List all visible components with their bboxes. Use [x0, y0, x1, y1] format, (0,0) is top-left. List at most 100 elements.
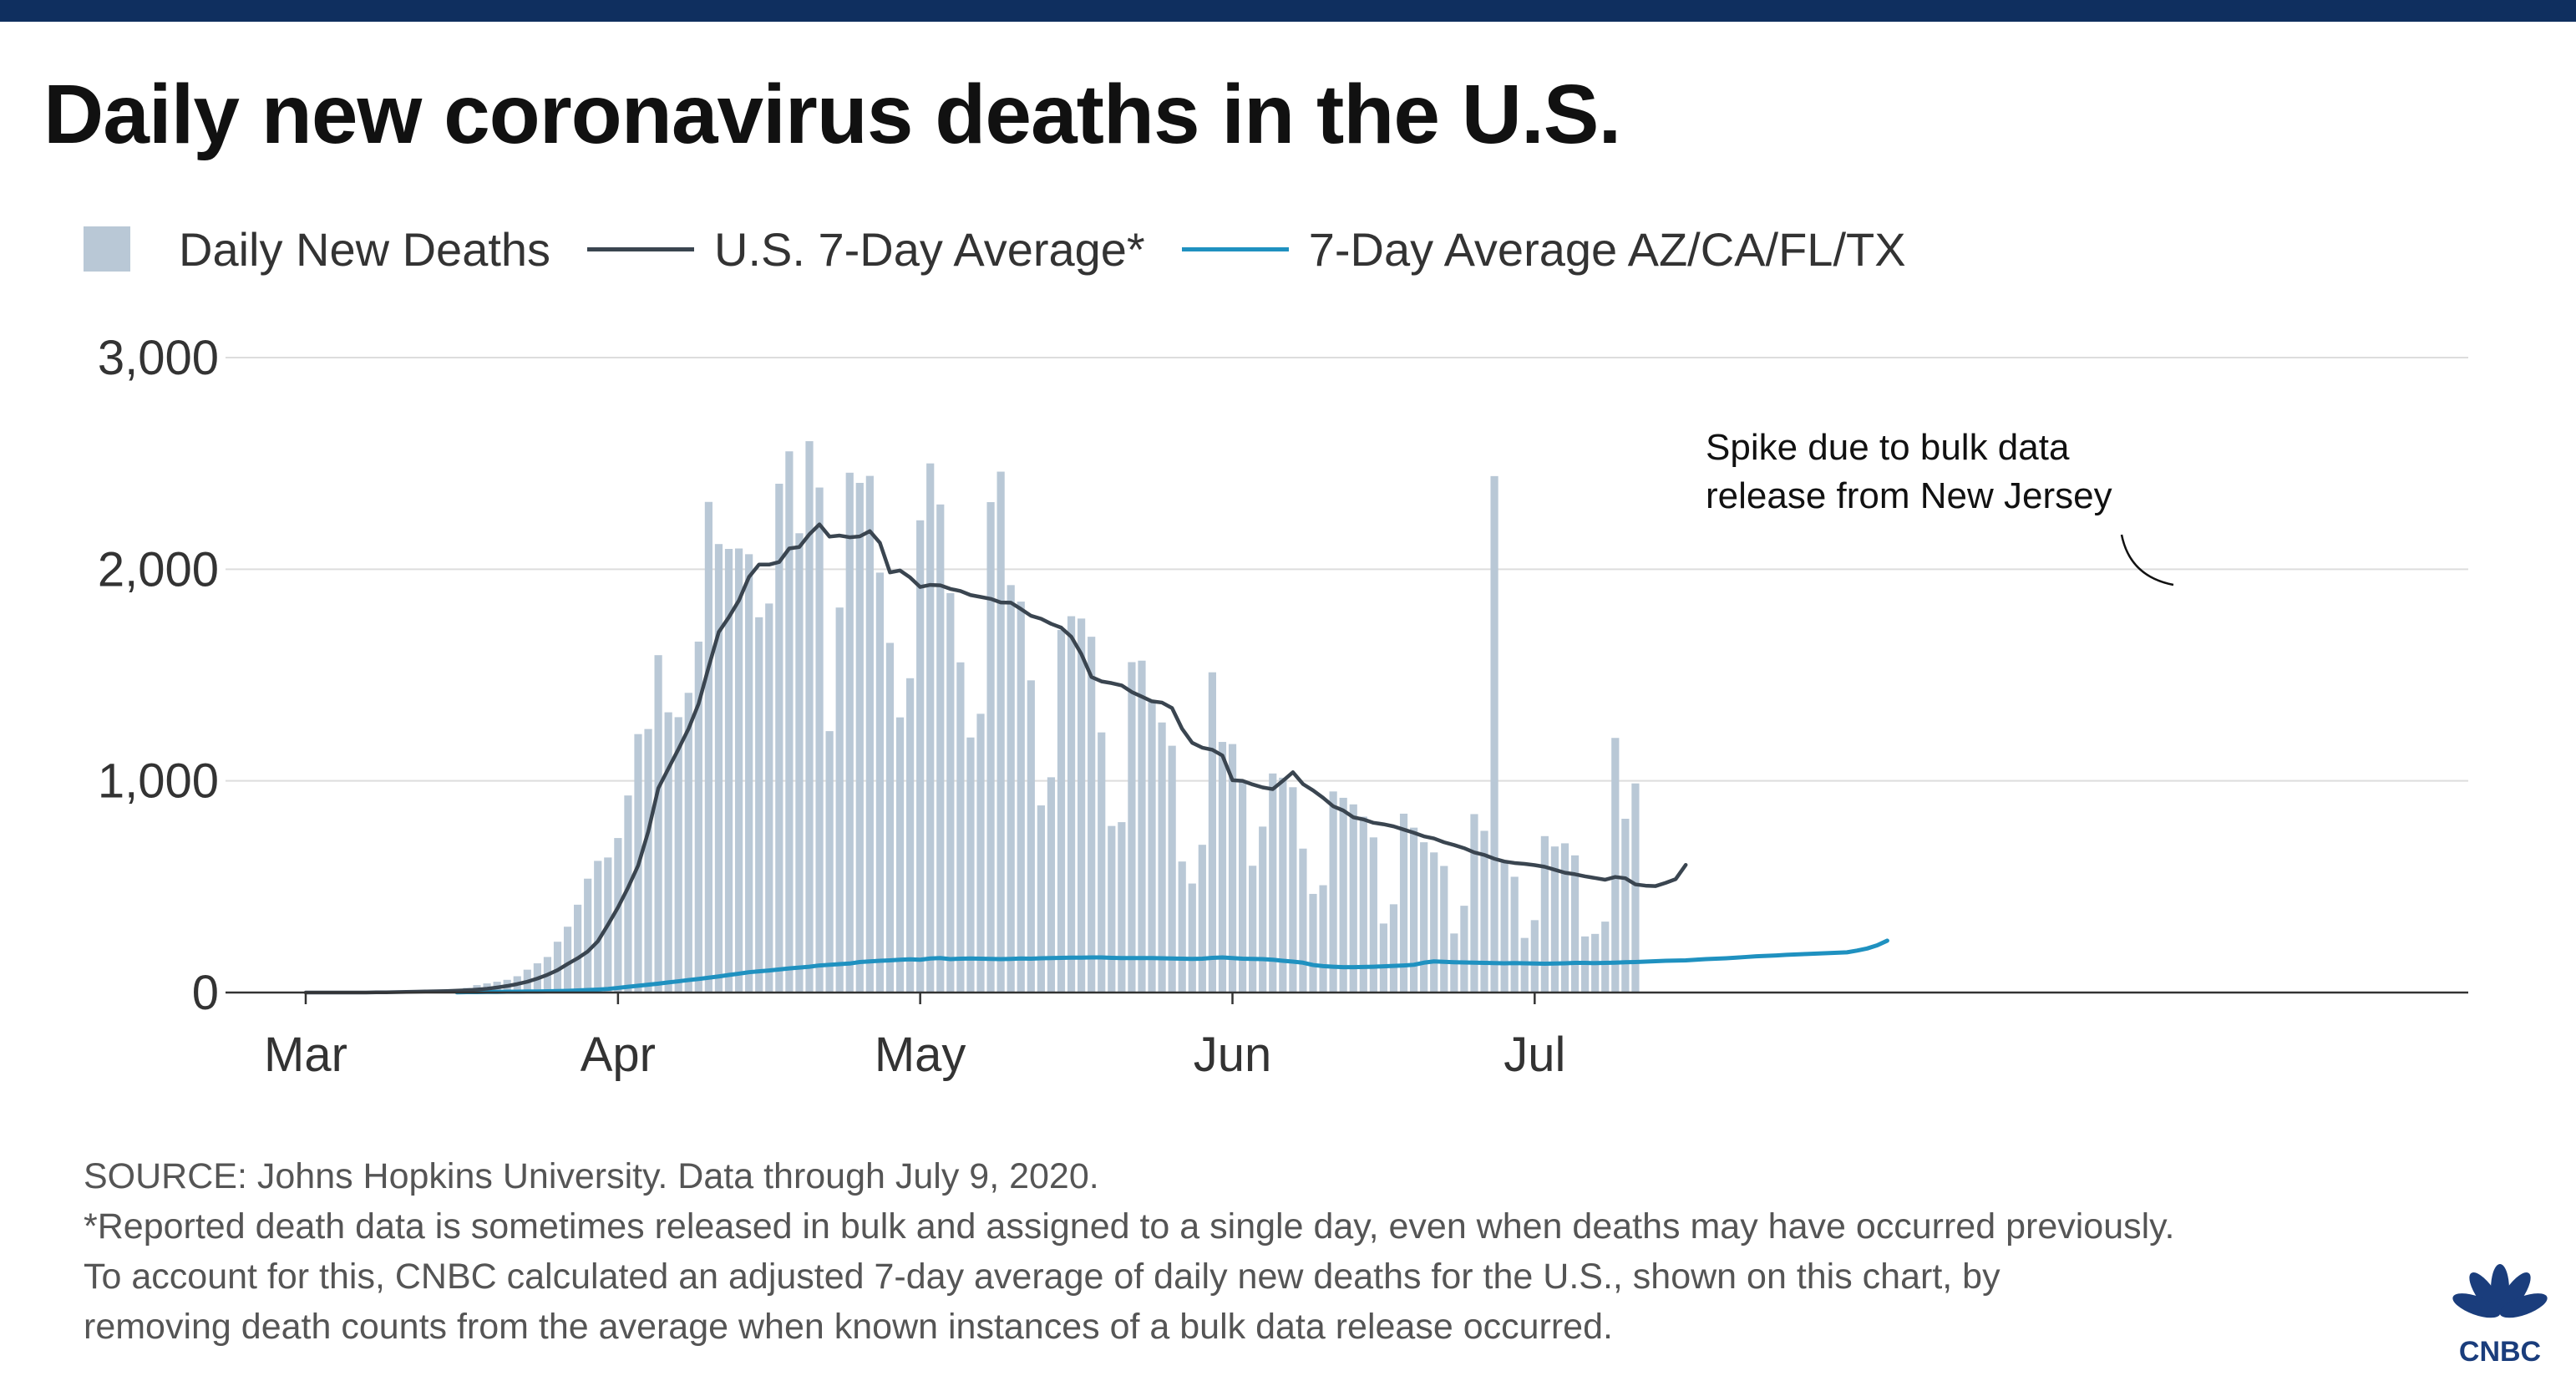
- bar: [1168, 745, 1176, 993]
- bar: [996, 471, 1005, 993]
- bar: [694, 641, 702, 993]
- footer-note-line-3: removing death counts from the average w…: [84, 1307, 1613, 1347]
- bar: [1279, 777, 1287, 993]
- bar: [594, 861, 602, 993]
- y-tick-label: 2,000: [98, 542, 219, 597]
- bar: [1510, 876, 1519, 993]
- bar: [1369, 837, 1377, 993]
- bar: [1067, 616, 1076, 993]
- legend-label-daily-deaths: Daily New Deaths: [179, 222, 551, 276]
- footer-note-line-1: *Reported death data is sometimes releas…: [84, 1206, 2175, 1247]
- bar: [684, 693, 692, 993]
- bar: [1047, 777, 1056, 993]
- y-tick-label: 0: [192, 966, 219, 1020]
- top-brand-bar: [0, 0, 2576, 22]
- footer-source: SOURCE: Johns Hopkins University. Data t…: [84, 1156, 1099, 1196]
- bar: [1319, 885, 1327, 993]
- bar: [825, 731, 834, 993]
- bar: [1460, 906, 1468, 993]
- bar: [1098, 732, 1106, 993]
- bar: [1057, 630, 1066, 993]
- annotation-text: Spike due to bulk data: [1706, 427, 2070, 468]
- bar: [1440, 866, 1448, 993]
- bar: [1118, 822, 1126, 993]
- bar: [1037, 805, 1045, 993]
- bar: [845, 472, 854, 993]
- bar: [926, 463, 935, 993]
- bar: [1309, 893, 1317, 993]
- bar: [1550, 846, 1559, 993]
- bar: [1379, 923, 1388, 993]
- bar: [795, 533, 804, 993]
- annotation-text: release from New Jersey: [1706, 475, 2112, 516]
- bar: [644, 729, 652, 993]
- bar: [1148, 702, 1156, 993]
- bar: [1259, 826, 1267, 993]
- bar: [1560, 843, 1569, 993]
- x-tick-label: Jul: [1504, 1028, 1565, 1082]
- bar: [1349, 804, 1357, 993]
- x-tick-label: Jun: [1194, 1028, 1272, 1082]
- bar: [624, 795, 632, 993]
- bar: [1289, 787, 1297, 993]
- bar: [1601, 922, 1610, 993]
- bar-series: [322, 441, 1640, 993]
- bar: [936, 504, 945, 993]
- legend-label-us-average: U.S. 7-Day Average*: [714, 222, 1145, 276]
- bar: [734, 548, 743, 993]
- x-tick-label: Apr: [581, 1028, 656, 1082]
- bar: [805, 441, 814, 993]
- bar: [1389, 904, 1398, 993]
- bar: [906, 678, 915, 993]
- bar: [1249, 866, 1257, 993]
- bar: [1078, 618, 1086, 993]
- legend-item-us-average: U.S. 7-Day Average*: [587, 222, 1145, 277]
- bar: [966, 737, 975, 993]
- legend-item-state-average: 7-Day Average AZ/CA/FL/TX: [1181, 222, 1906, 277]
- legend-swatch-bar: [84, 226, 130, 272]
- bar: [1470, 814, 1478, 993]
- logo-text: CNBC: [2459, 1336, 2541, 1366]
- bar: [1420, 842, 1428, 993]
- bar: [1299, 848, 1307, 993]
- bar: [664, 712, 672, 993]
- bar: [1631, 783, 1640, 993]
- bar: [1410, 827, 1418, 993]
- legend-item-daily-deaths: Daily New Deaths: [84, 222, 550, 277]
- bar: [704, 501, 712, 993]
- bar: [1359, 816, 1367, 993]
- bar: [956, 662, 965, 993]
- bar: [1490, 475, 1498, 993]
- chart-title: Daily new coronavirus deaths in the U.S.: [43, 68, 1621, 161]
- x-tick-label: May: [875, 1028, 966, 1082]
- bar: [674, 717, 682, 993]
- bar: [775, 483, 783, 993]
- annotation-pointer: [2120, 534, 2174, 586]
- bar: [1399, 813, 1408, 993]
- bar: [865, 475, 874, 993]
- bar: [895, 717, 905, 993]
- bar: [563, 927, 572, 993]
- bar: [1027, 680, 1035, 993]
- bar: [1480, 830, 1488, 993]
- bar: [875, 572, 885, 993]
- bar: [946, 592, 955, 993]
- bar: [1108, 825, 1116, 993]
- bar: [614, 838, 622, 993]
- chart-footer: SOURCE: Johns Hopkins University. Data t…: [84, 1151, 2174, 1352]
- bar: [654, 655, 662, 993]
- bar: [1208, 672, 1216, 993]
- chart-plot: 0 1,000 2,000 3,000 Mar Apr May Jun Jul Spike du…: [98, 331, 2468, 1082]
- line-series: [303, 522, 1889, 995]
- axes: 0 1,000 2,000 3,000 Mar Apr May Jun Jul: [98, 331, 2468, 1082]
- us-average-line: [303, 522, 1688, 995]
- bar: [1500, 861, 1509, 993]
- footer-note-line-2: To account for this, CNBC calculated an …: [84, 1257, 2000, 1297]
- bar: [1088, 637, 1096, 993]
- bar: [584, 878, 592, 993]
- annotation-group: Spike due to bulk data release from New J…: [1706, 427, 2174, 586]
- y-tick-label: 1,000: [98, 754, 219, 809]
- bar: [1530, 920, 1539, 993]
- bar: [1178, 861, 1186, 993]
- bar: [1158, 722, 1166, 993]
